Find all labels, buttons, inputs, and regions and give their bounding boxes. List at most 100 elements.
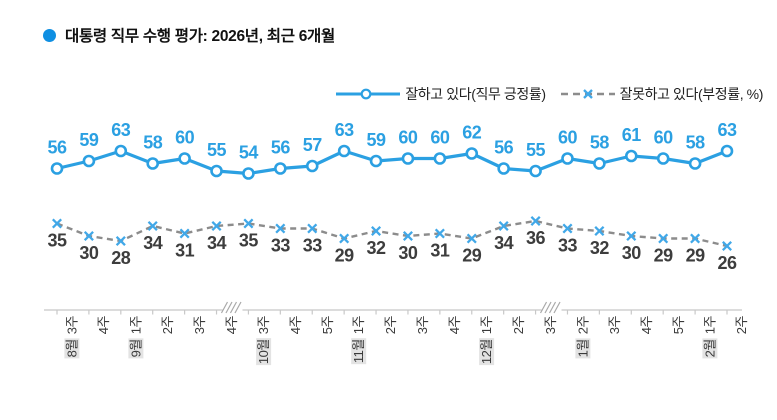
positive-value-label: 63 — [111, 120, 131, 140]
positive-value-label: 59 — [79, 130, 99, 150]
positive-value-label: 54 — [239, 143, 259, 163]
positive-value-label: 60 — [175, 128, 195, 148]
circle-marker — [146, 157, 160, 170]
negative-value-label: 31 — [430, 241, 450, 261]
x-marker — [147, 220, 158, 232]
legend-item-negative: 잘못하고 있다(부정률, %) — [560, 84, 763, 104]
negative-value-label: 29 — [462, 246, 482, 266]
x-marker — [115, 235, 126, 247]
negative-value-label: 31 — [175, 241, 195, 261]
legend-item-positive: 잘하고 있다(직무 긍정률) — [335, 84, 546, 104]
positive-value-label: 60 — [654, 128, 674, 148]
circle-marker — [178, 152, 191, 165]
positive-series-line — [55, 149, 729, 176]
negative-value-label: 30 — [79, 243, 99, 263]
negative-value-label: 29 — [335, 246, 355, 266]
axis-break-icon — [548, 301, 557, 314]
negative-value-label: 35 — [47, 231, 67, 251]
negative-value-label: 32 — [367, 238, 387, 258]
circle-marker — [210, 164, 223, 178]
x-marker — [179, 228, 190, 239]
x-marker — [434, 228, 445, 239]
x-marker — [721, 240, 733, 252]
positive-value-label: 58 — [590, 133, 610, 153]
circle-marker — [688, 157, 702, 170]
axis-break-icon — [539, 301, 548, 314]
negative-value-label: 36 — [526, 228, 546, 248]
legend-label-negative: 잘못하고 있다(부정률, %) — [619, 86, 764, 102]
positive-value-label: 61 — [622, 125, 642, 145]
positive-value-label: 55 — [207, 140, 227, 160]
circle-marker — [114, 144, 128, 158]
circle-marker — [656, 152, 670, 165]
circle-marker — [720, 144, 734, 158]
negative-value-label: 32 — [590, 238, 610, 258]
circle-marker — [242, 167, 255, 180]
axis-break-icon — [229, 301, 238, 314]
x-marker — [51, 218, 63, 229]
x-marker — [371, 225, 382, 237]
positive-value-label: 59 — [367, 130, 387, 150]
x-marker — [562, 223, 573, 234]
circle-marker — [401, 152, 415, 165]
x-marker — [594, 225, 605, 237]
x-marker — [402, 230, 413, 242]
x-marker — [658, 233, 669, 244]
positive-value-label: 60 — [398, 128, 418, 148]
x-marker — [690, 233, 701, 244]
positive-value-label: 60 — [558, 128, 578, 148]
circle-marker — [50, 162, 64, 175]
positive-value-label: 56 — [494, 138, 514, 158]
chart-legend: 잘하고 있다(직무 긍정률) 잘못하고 있다(부정률, %) — [335, 84, 763, 104]
positive-value-label: 63 — [717, 120, 737, 140]
positive-value-label: 63 — [335, 120, 355, 140]
negative-value-label: 26 — [717, 253, 737, 273]
circle-marker — [369, 154, 383, 168]
axis-break-icon — [553, 301, 561, 314]
axis-break-icon — [220, 301, 229, 314]
x-marker — [626, 230, 637, 242]
x-marker — [211, 220, 222, 232]
negative-value-label: 30 — [622, 243, 642, 263]
bullet-icon — [43, 28, 56, 42]
legend-label-positive: 잘하고 있다(직무 긍정률) — [405, 86, 546, 102]
chart-title-row: 대통령 직무 수행 평가: 2026년, 최근 6개월 — [43, 24, 335, 46]
x-marker — [339, 233, 350, 244]
negative-value-label: 35 — [239, 231, 259, 251]
positive-value-label: 57 — [303, 135, 323, 155]
circle-marker — [624, 149, 638, 163]
positive-value-label: 56 — [271, 138, 291, 158]
x-marker — [530, 215, 541, 227]
negative-value-label: 29 — [654, 246, 674, 266]
negative-value-label: 30 — [398, 243, 418, 263]
negative-series-line — [56, 219, 728, 248]
x-marker — [498, 220, 509, 232]
chart-title: 대통령 직무 수행 평가: 2026년, 최근 6개월 — [65, 28, 335, 45]
negative-value-label: 34 — [143, 233, 163, 253]
positive-value-label: 62 — [462, 123, 482, 143]
axis-break-icon — [225, 301, 233, 314]
x-marker — [307, 223, 318, 234]
positive-value-label: 55 — [526, 140, 546, 160]
positive-value-label: 58 — [143, 133, 163, 153]
solid-line-circle-marker-icon — [336, 88, 401, 100]
circle-marker — [529, 164, 542, 178]
x-marker — [243, 218, 254, 229]
negative-value-label: 33 — [303, 236, 323, 256]
negative-value-label: 34 — [207, 233, 227, 253]
negative-value-label: 28 — [111, 248, 131, 268]
negative-value-label: 29 — [686, 246, 706, 266]
negative-value-label: 33 — [558, 236, 578, 256]
negative-value-label: 34 — [494, 233, 514, 253]
circle-marker — [433, 152, 447, 165]
circle-marker — [82, 154, 96, 168]
positive-value-label: 60 — [430, 128, 450, 148]
positive-value-label: 56 — [47, 138, 67, 158]
circle-marker — [561, 152, 574, 165]
x-marker — [275, 223, 286, 234]
negative-value-label: 33 — [271, 236, 291, 256]
axis-break-icon — [234, 301, 242, 314]
x-marker — [466, 233, 477, 244]
